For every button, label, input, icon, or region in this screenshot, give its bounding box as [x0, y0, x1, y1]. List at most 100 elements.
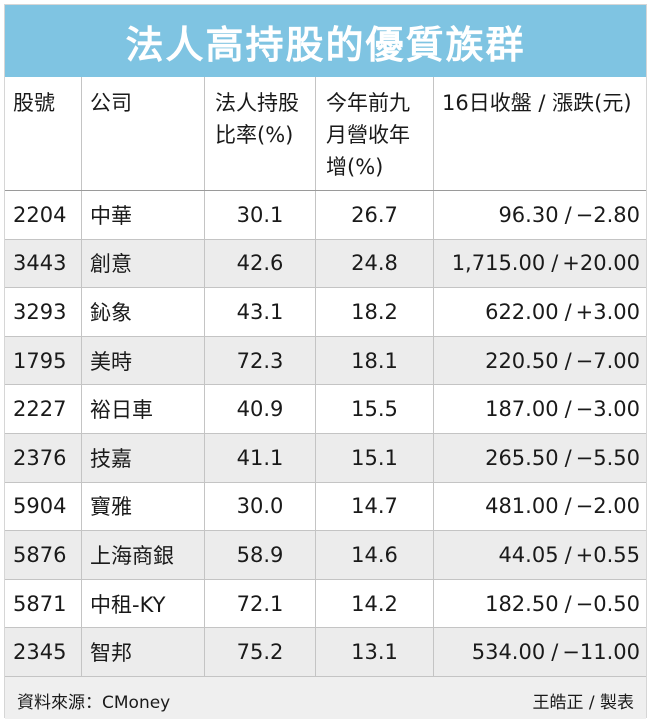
slash-separator: /	[564, 202, 572, 227]
data-table: 股號 公司 法人持股比率(%) 今年前九月營收年增(%) 16日收盤 / 漲跌(…	[5, 77, 646, 677]
cell-holding: 58.9	[205, 531, 316, 579]
cell-growth: 13.1	[316, 628, 434, 676]
header-name: 公司	[82, 77, 205, 190]
close-price: 1,715.00	[451, 251, 546, 276]
cell-growth: 26.7	[316, 191, 434, 239]
cell-code: 5876	[5, 531, 82, 579]
slash-separator: /	[564, 299, 572, 324]
cell-holding: 72.3	[205, 336, 316, 385]
cell-close-change: 182.50/−0.50	[434, 580, 648, 628]
table-header-row: 股號 公司 法人持股比率(%) 今年前九月營收年增(%) 16日收盤 / 漲跌(…	[5, 77, 646, 191]
cell-name: 寶雅	[82, 482, 205, 531]
cell-growth: 24.8	[316, 239, 434, 288]
cell-name: 創意	[82, 239, 205, 288]
close-price: 265.50	[485, 445, 559, 470]
cell-holding: 30.1	[205, 191, 316, 239]
close-price: 534.00	[471, 640, 546, 665]
source-note: 資料來源：CMoney	[17, 693, 171, 713]
cell-name: 中華	[82, 191, 205, 239]
slash-separator: /	[564, 445, 572, 470]
header-code: 股號	[5, 77, 82, 190]
header-growth: 今年前九月營收年增(%)	[316, 77, 434, 190]
cell-close-change: 96.30/−2.80	[434, 191, 648, 239]
close-price: 96.30	[498, 202, 559, 227]
cell-holding: 43.1	[205, 288, 316, 336]
close-price: 187.00	[485, 397, 559, 422]
cell-holding: 75.2	[205, 628, 316, 676]
close-price: 622.00	[485, 299, 559, 324]
price-change: −2.00	[575, 494, 640, 519]
header-close: 16日收盤 / 漲跌(元)	[442, 91, 632, 115]
cell-name: 技嘉	[82, 434, 205, 482]
cell-code: 5904	[5, 482, 82, 531]
cell-code: 5871	[5, 579, 82, 628]
cell-code: 3293	[5, 288, 82, 336]
table-row: 1795 美時 72.3 18.1 220.50/−7.00	[5, 336, 648, 386]
table-row: 2376 技嘉 41.1 15.1 265.50/−5.50	[5, 434, 646, 483]
cell-holding: 72.1	[205, 579, 316, 628]
title-bar: 法人高持股的優質族群	[5, 5, 646, 77]
price-change: −0.50	[575, 591, 640, 616]
slash-separator: /	[564, 494, 572, 519]
cell-holding: 42.6	[205, 239, 316, 288]
maker-note: 王皓正 / 製表	[532, 693, 634, 713]
cell-close-change: 481.00/−2.00	[434, 483, 648, 531]
cell-code: 1795	[5, 336, 82, 385]
table-row: 5871 中租-KY 72.1 14.2 182.50/−0.50	[5, 579, 648, 629]
cell-name: 上海商銀	[82, 531, 205, 579]
slash-separator: /	[564, 591, 572, 616]
cell-holding: 41.1	[205, 434, 316, 482]
table-row: 2204 中華 30.1 26.7 96.30/−2.80	[5, 191, 646, 240]
cell-name: 美時	[82, 336, 205, 385]
cell-growth: 15.1	[316, 434, 434, 482]
header-holding: 法人持股比率(%)	[205, 77, 316, 190]
cell-holding: 40.9	[205, 385, 316, 433]
close-price: 481.00	[485, 494, 559, 519]
slash-separator: /	[564, 348, 572, 373]
cell-growth: 14.2	[316, 579, 434, 628]
price-change: −2.80	[575, 202, 640, 227]
cell-code: 2345	[5, 628, 82, 676]
cell-code: 2376	[5, 434, 82, 482]
cell-close-change: 534.00/−11.00	[434, 628, 648, 676]
price-change: +20.00	[562, 251, 640, 276]
table-row: 2345 智邦 75.2 13.1 534.00/−11.00	[5, 628, 646, 677]
cell-close-change: 265.50/−5.50	[434, 434, 648, 482]
table-row: 5904 寶雅 30.0 14.7 481.00/−2.00	[5, 482, 648, 532]
cell-name: 裕日車	[82, 385, 205, 433]
table-card: 法人高持股的優質族群 股號 公司 法人持股比率(%) 今年前九月營收年增(%) …	[4, 4, 647, 719]
slash-separator: /	[551, 640, 559, 665]
cell-holding: 30.0	[205, 482, 316, 531]
cell-growth: 18.1	[316, 336, 434, 385]
cell-growth: 14.7	[316, 482, 434, 531]
table-row: 3443 創意 42.6 24.8 1,715.00/+20.00	[5, 239, 648, 289]
close-price: 182.50	[485, 591, 559, 616]
cell-close-change: 220.50/−7.00	[434, 337, 648, 385]
cell-name: 鈊象	[82, 288, 205, 336]
price-change: −11.00	[562, 640, 640, 665]
cell-code: 2227	[5, 385, 82, 433]
cell-growth: 14.6	[316, 531, 434, 579]
slash-separator: /	[564, 542, 572, 567]
price-change: +3.00	[575, 299, 640, 324]
slash-separator: /	[551, 251, 559, 276]
cell-close-change: 44.05/+0.55	[434, 531, 648, 579]
cell-close-change: 187.00/−3.00	[434, 385, 648, 433]
price-change: −5.50	[575, 445, 640, 470]
close-price: 44.05	[498, 542, 559, 567]
chart-title: 法人高持股的優質族群	[125, 22, 526, 67]
cell-code: 3443	[5, 239, 82, 288]
slash-separator: /	[564, 397, 572, 422]
cell-name: 智邦	[82, 628, 205, 676]
cell-code: 2204	[5, 191, 82, 239]
table-row: 3293 鈊象 43.1 18.2 622.00/+3.00	[5, 288, 646, 337]
close-price: 220.50	[485, 348, 559, 373]
footer: 資料來源：CMoney 王皓正 / 製表	[5, 677, 646, 719]
table-row: 2227 裕日車 40.9 15.5 187.00/−3.00	[5, 385, 646, 434]
cell-close-change: 1,715.00/+20.00	[434, 240, 648, 288]
price-change: −3.00	[575, 397, 640, 422]
cell-name: 中租-KY	[82, 579, 205, 628]
cell-growth: 15.5	[316, 385, 434, 433]
table-row: 5876 上海商銀 58.9 14.6 44.05/+0.55	[5, 531, 646, 580]
price-change: +0.55	[575, 542, 640, 567]
